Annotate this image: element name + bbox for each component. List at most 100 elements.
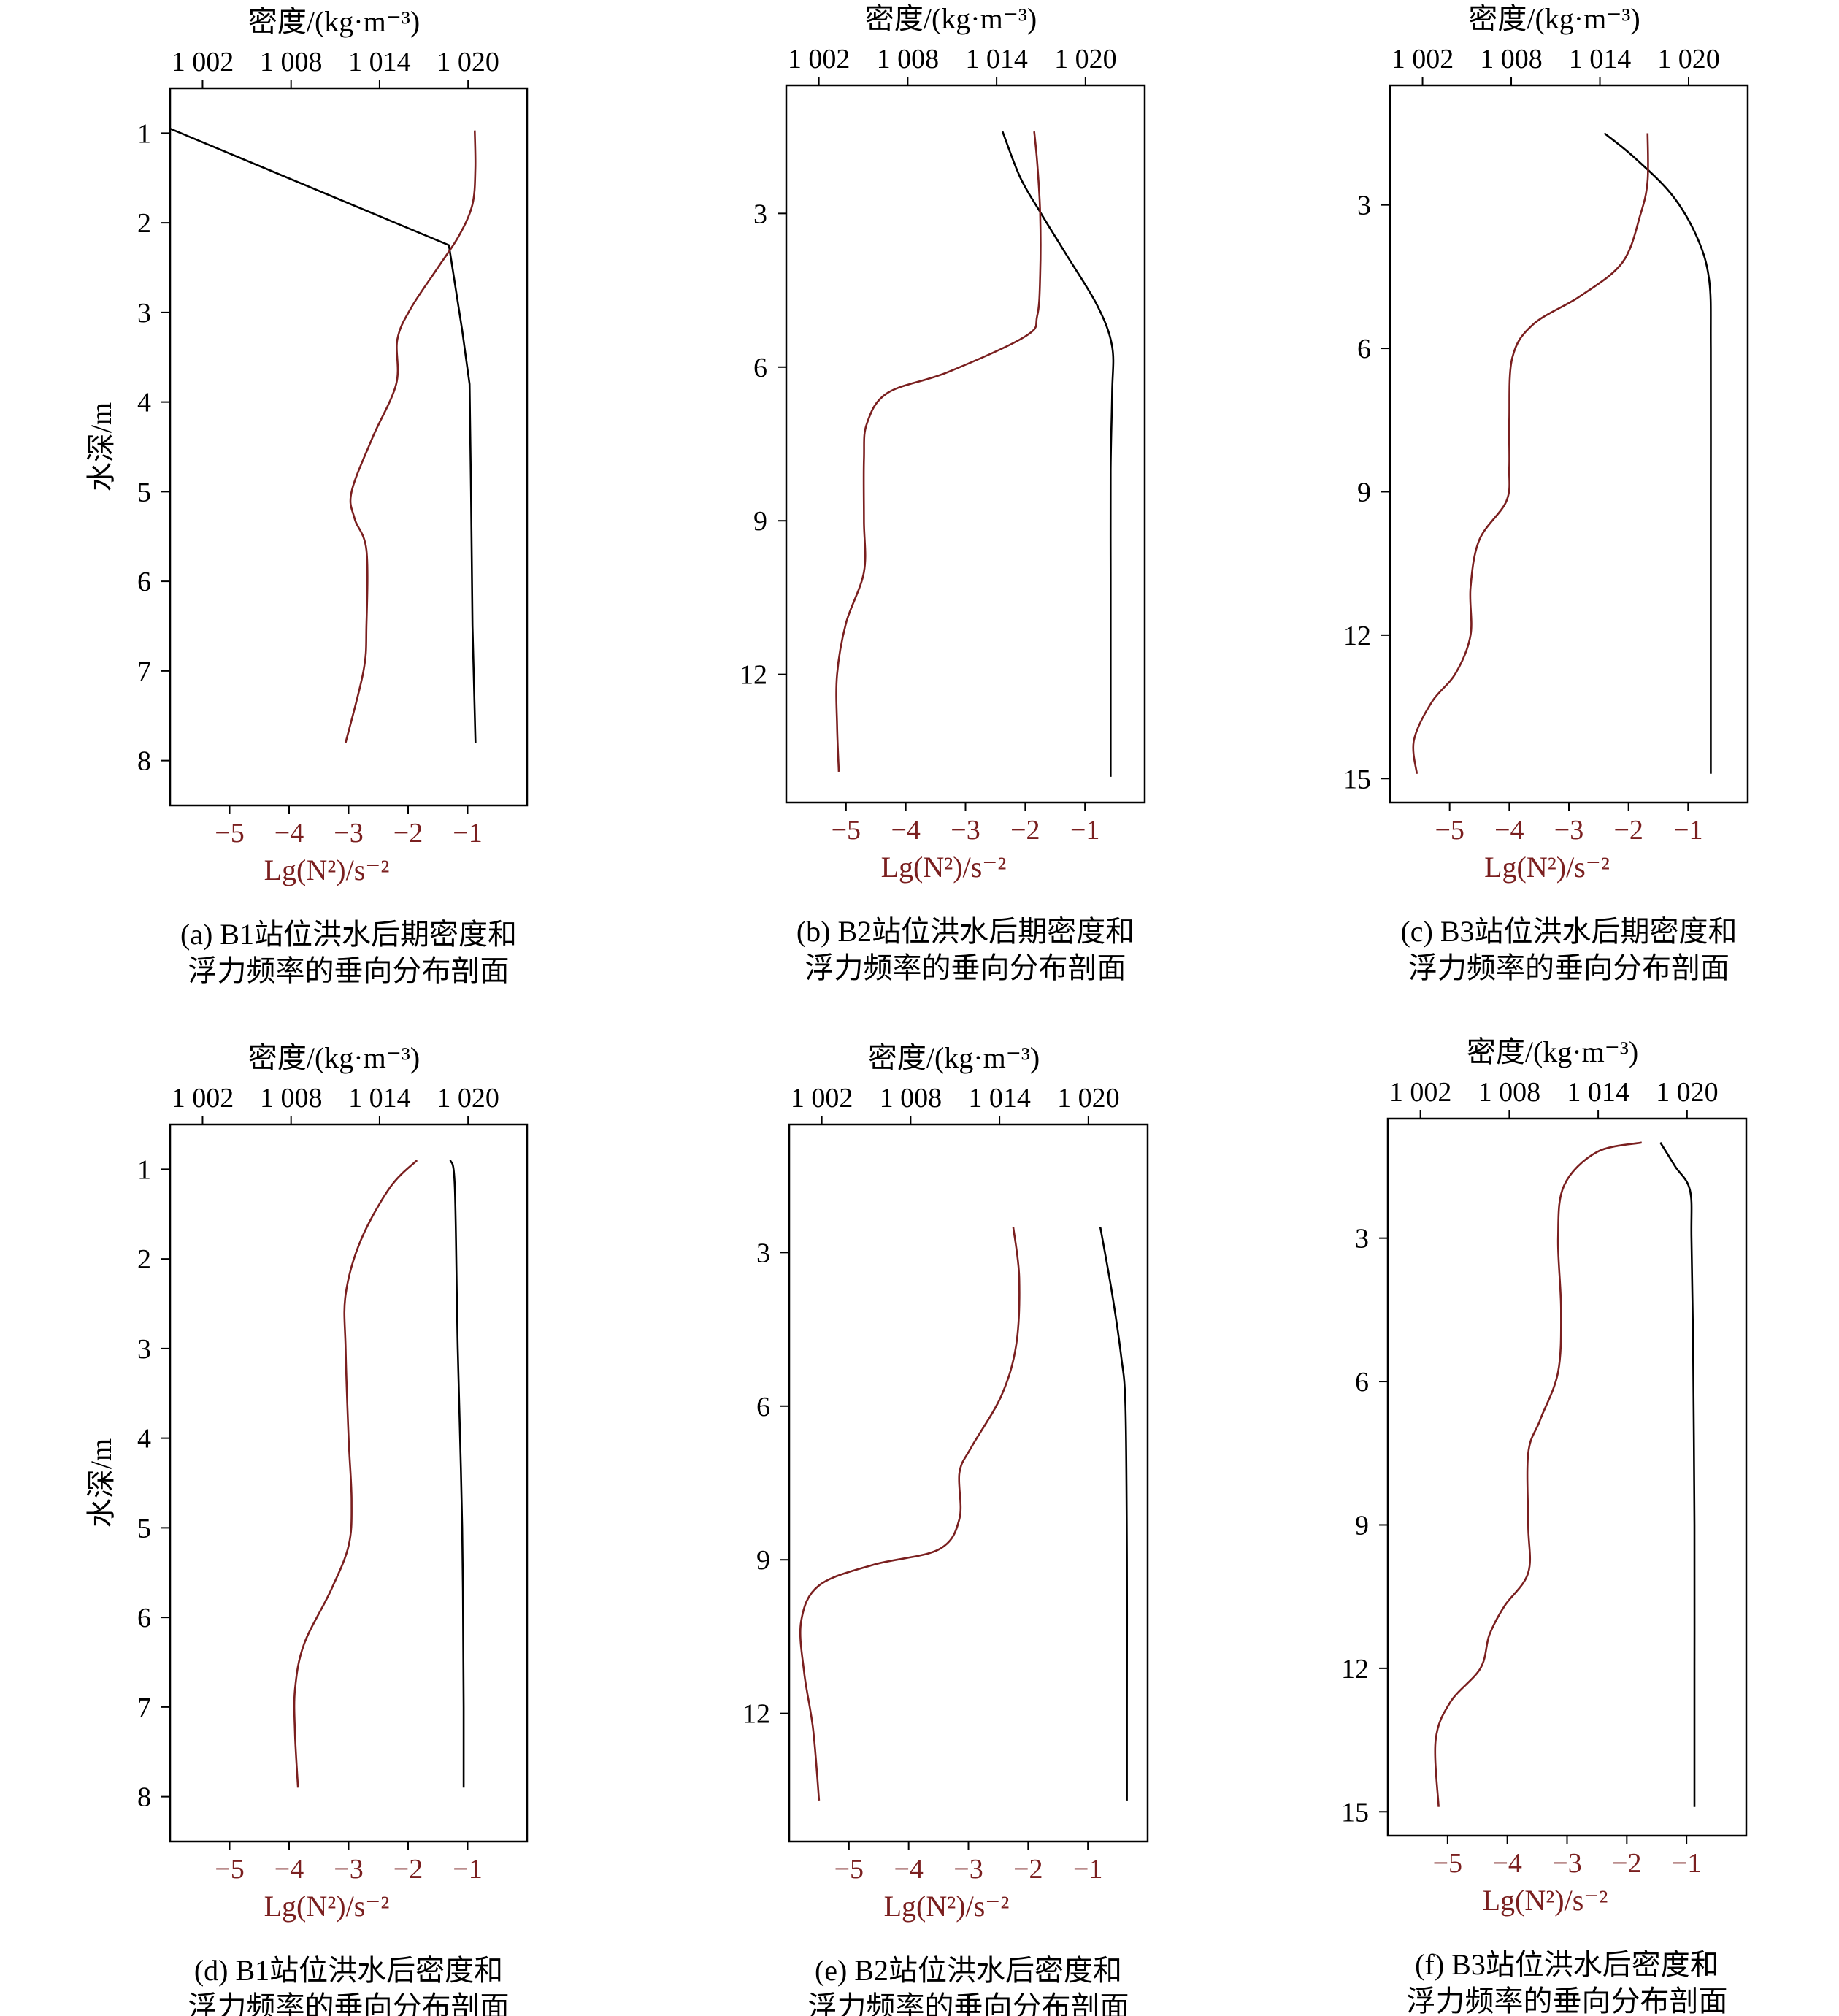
top-tick-label: 1 002 (172, 47, 234, 77)
top-tick-label: 1 020 (1656, 1077, 1719, 1108)
bottom-axis-label: Lg(N²)/s⁻² (264, 854, 390, 886)
density-line (1001, 131, 1115, 777)
y-tick-label: 15 (1343, 764, 1371, 794)
y-tick-label: 4 (137, 388, 151, 418)
chart-panel-b: 1 002 1 008 1 014 1 020 密度/(kg·m⁻³) −5 −4 −3 −2−… (740, 2, 1146, 984)
bottom-tick-label: −1 (1070, 815, 1099, 846)
bottom-tick-label: −5 (215, 1854, 244, 1885)
panel-caption-line-2: 浮力频率的垂向分布剖面 (188, 954, 510, 987)
bottom-tick-label: −1 (453, 1854, 482, 1885)
top-axis-label: 密度/(kg·m⁻³) (248, 1041, 420, 1074)
top-tick-label: 1 020 (437, 1083, 499, 1114)
top-axis-label: 密度/(kg·m⁻³) (865, 2, 1037, 35)
bottom-tick-label: −3 (334, 1854, 363, 1885)
top-tick-label: 1 014 (965, 44, 1028, 74)
bottom-tick-label: −2 (1013, 1854, 1043, 1885)
y-tick-label: 15 (1341, 1797, 1369, 1828)
y-tick-label: 6 (756, 1392, 770, 1422)
y-axis-label: 水深/m (85, 1438, 118, 1528)
chart-panel-c: 1 002 1 008 1 014 1 020 密度/(kg·m⁻³) −5 −4 −3 −2−… (1343, 2, 1749, 984)
top-tick-label: 1 014 (348, 47, 411, 77)
plot-frame (1386, 1117, 1748, 1837)
bottom-tick-label: −5 (215, 818, 244, 848)
bottom-axis-label: Lg(N²)/s⁻² (1484, 851, 1610, 884)
bottom-tick-label: −5 (1433, 1848, 1462, 1879)
y-tick-label: 12 (1341, 1654, 1369, 1685)
panel-caption-line-1: (c) B3站位洪水后期密度和 (1400, 915, 1737, 948)
y-tick-label: 9 (1357, 477, 1371, 507)
top-tick-label: 1 002 (788, 44, 851, 74)
density-line (1659, 1142, 1696, 1807)
y-tick-label: 12 (742, 1699, 770, 1730)
top-tick-label: 1 014 (348, 1083, 411, 1114)
bottom-tick-label: −1 (1073, 1854, 1102, 1885)
top-tick-label: 1 008 (260, 1083, 323, 1114)
bottom-tick-label: −4 (1494, 815, 1524, 846)
y-tick-label: 12 (740, 660, 767, 691)
y-tick-label: 3 (1357, 191, 1371, 221)
buoyancy-frequency-line (1434, 1141, 1643, 1807)
panel-caption-line-1: (a) B1站位洪水后期密度和 (180, 918, 517, 951)
y-tick-label: 6 (137, 567, 151, 597)
plot-frame (785, 84, 1146, 804)
y-axis-label: 水深/m (85, 402, 118, 491)
bottom-tick-label: −4 (274, 1854, 304, 1885)
panel-caption-line-1: (b) B2站位洪水后期密度和 (796, 915, 1135, 948)
bottom-axis-label: Lg(N²)/s⁻² (884, 1890, 1010, 1923)
bottom-tick-label: −2 (1010, 815, 1040, 846)
y-tick-label: 6 (1355, 1367, 1369, 1398)
bottom-tick-label: −3 (1552, 1848, 1581, 1879)
bottom-tick-label: −4 (894, 1854, 923, 1885)
top-tick-label: 1 020 (1057, 1083, 1120, 1114)
top-tick-label: 1 002 (1389, 1077, 1452, 1108)
chart-panel-f: 1 002 1 008 1 014 1 020 密度/(kg·m⁻³) −5 −4 −3 −2−… (1341, 1035, 1748, 2016)
top-tick-label: 1 008 (1478, 1077, 1541, 1108)
top-axis-label: 密度/(kg·m⁻³) (248, 5, 420, 38)
y-tick-label: 3 (753, 199, 767, 229)
y-tick-label: 9 (1355, 1510, 1369, 1541)
y-tick-label: 9 (756, 1545, 770, 1576)
top-tick-label: 1 002 (791, 1083, 853, 1114)
buoyancy-frequency-line (799, 1227, 1021, 1801)
bottom-axis-label: Lg(N²)/s⁻² (264, 1890, 390, 1923)
bottom-tick-label: −3 (1554, 815, 1583, 846)
y-tick-label: 6 (137, 1603, 151, 1633)
panel-caption-line-2: 浮力频率的垂向分布剖面 (805, 951, 1126, 984)
bottom-tick-label: −5 (1435, 815, 1464, 846)
panel-caption-line-1: (f) B3站位洪水后密度和 (1415, 1948, 1719, 1981)
y-tick-label: 9 (753, 506, 767, 537)
panel-caption-line-2: 浮力频率的垂向分布剖面 (1408, 951, 1729, 984)
top-tick-label: 1 008 (260, 47, 323, 77)
y-tick-label: 3 (137, 1334, 151, 1365)
chart-panel-e: 1 002 1 008 1 014 1 020 密度/(kg·m⁻³) −5 −4 −3 −2−… (742, 1041, 1149, 2016)
panel-caption-line-2: 浮力频率的垂向分布剖面 (808, 1990, 1129, 2016)
chart-panel-a: 1 002 1 008 1 014 1 020 密度/(kg·m⁻³) −5 −4 −3 −2−… (85, 5, 529, 987)
panel-caption-line-1: (e) B2站位洪水后密度和 (815, 1954, 1122, 1987)
y-tick-label: 7 (137, 656, 151, 687)
y-tick-label: 3 (137, 298, 151, 329)
buoyancy-frequency-line (293, 1160, 418, 1788)
panel-caption-line-1: (d) B1站位洪水后密度和 (194, 1954, 503, 1987)
bottom-tick-label: −4 (891, 815, 920, 846)
y-tick-label: 5 (137, 1513, 151, 1544)
density-line (169, 128, 477, 743)
bottom-tick-label: −3 (334, 818, 363, 848)
bottom-tick-label: −3 (953, 1854, 983, 1885)
bottom-axis-label: Lg(N²)/s⁻² (1483, 1884, 1608, 1917)
y-tick-label: 2 (137, 208, 151, 239)
bottom-tick-label: −4 (274, 818, 304, 848)
y-tick-label: 8 (137, 746, 151, 777)
top-tick-label: 1 014 (968, 1083, 1031, 1114)
y-tick-label: 7 (137, 1693, 151, 1723)
top-tick-label: 1 002 (1391, 44, 1454, 74)
bottom-tick-label: −1 (1672, 1848, 1701, 1879)
buoyancy-frequency-line (345, 130, 477, 743)
panel-caption-line-2: 浮力频率的垂向分布剖面 (1407, 1985, 1728, 2016)
top-tick-label: 1 008 (880, 1083, 942, 1114)
y-tick-label: 6 (1357, 334, 1371, 364)
bottom-axis-label: Lg(N²)/s⁻² (881, 851, 1007, 884)
chart-panel-d: 1 002 1 008 1 014 1 020 密度/(kg·m⁻³) −5 −4 −3 −2−… (85, 1041, 529, 2016)
y-tick-label: 6 (753, 353, 767, 383)
bottom-tick-label: −5 (834, 1854, 864, 1885)
